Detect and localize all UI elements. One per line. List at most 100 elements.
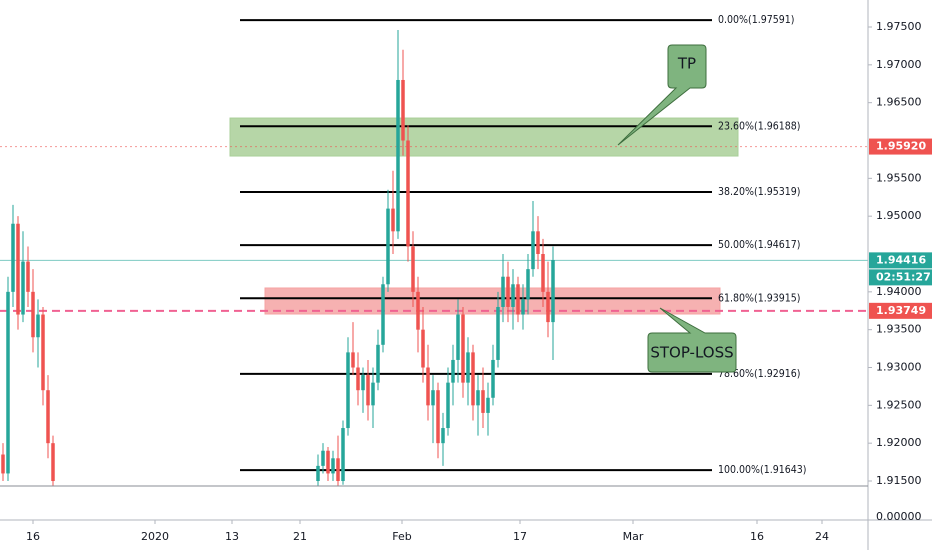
- price-tag-label: 1.93749: [876, 304, 926, 317]
- candle: [396, 30, 400, 239]
- candle: [441, 412, 445, 466]
- candle: [6, 276, 10, 482]
- candle: [381, 276, 385, 353]
- candle-body: [411, 246, 415, 292]
- candle: [31, 269, 35, 353]
- candle: [36, 299, 40, 368]
- candle: [26, 246, 30, 307]
- candle: [376, 329, 380, 391]
- candle-body: [536, 231, 540, 255]
- candle: [366, 359, 370, 421]
- candle-body: [496, 306, 500, 360]
- candle: [371, 367, 375, 429]
- candle: [516, 276, 520, 323]
- candle: [546, 261, 550, 338]
- candle-body: [441, 428, 445, 444]
- candle-body: [1, 454, 5, 474]
- candle-body: [436, 390, 440, 444]
- candle-body: [431, 390, 435, 406]
- candle-body: [51, 443, 55, 482]
- zone: [229, 117, 739, 157]
- fib-label: 0.00%(1.97591): [718, 14, 794, 26]
- candle: [506, 261, 510, 323]
- candle-body: [326, 450, 330, 474]
- candle: [501, 254, 505, 323]
- candle: [401, 49, 405, 156]
- callout-text: TP: [677, 55, 696, 73]
- candle: [351, 322, 355, 376]
- candle-body: [341, 428, 345, 482]
- candle-body: [531, 231, 535, 270]
- x-tick-label: 16: [26, 530, 40, 543]
- candle: [456, 299, 460, 383]
- y-tick-label: 1.91500: [876, 474, 922, 487]
- candle-body: [6, 291, 10, 474]
- candle: [531, 201, 535, 277]
- countdown-box: [869, 269, 932, 286]
- candle: [466, 337, 470, 406]
- candle: [471, 344, 475, 421]
- x-tick-label: 17: [513, 530, 527, 543]
- tp-callout: TP: [617, 44, 707, 146]
- candle-body: [456, 314, 460, 360]
- candle-body: [481, 390, 485, 413]
- candle-body: [381, 284, 385, 345]
- candle-body: [351, 352, 355, 368]
- y-tick-label: 1.95000: [876, 209, 922, 222]
- candle-body: [316, 465, 320, 482]
- candle-body: [36, 314, 40, 338]
- zone: [264, 287, 721, 315]
- candle-body: [11, 223, 15, 292]
- price-tag: [869, 302, 932, 319]
- fib-label: 78.60%(1.92916): [718, 368, 800, 380]
- candle: [316, 454, 320, 486]
- plot-area: [0, 19, 868, 486]
- candle-body: [361, 375, 365, 391]
- candle: [21, 231, 25, 323]
- candle-body: [366, 375, 370, 406]
- candle: [476, 375, 480, 436]
- candle-body: [546, 291, 550, 323]
- candle-body: [21, 261, 25, 315]
- candle-body: [331, 458, 335, 474]
- candle-body: [406, 140, 410, 247]
- candle: [446, 367, 450, 436]
- candle: [41, 306, 45, 406]
- candle: [496, 291, 500, 368]
- candle-body: [461, 314, 465, 383]
- candle: [551, 246, 555, 360]
- candle-body: [16, 223, 20, 315]
- fib-label: 61.80%(1.93915): [718, 292, 800, 304]
- candle-body: [446, 382, 450, 429]
- candle: [426, 344, 430, 421]
- callout-box: [647, 307, 737, 373]
- candle: [361, 367, 365, 413]
- fib-label: 100.00%(1.91643): [718, 464, 806, 476]
- callout-box: [617, 44, 707, 146]
- countdown: 02:51:27: [876, 270, 931, 283]
- candle-body: [356, 367, 360, 391]
- candle-body: [386, 208, 390, 285]
- candle-body: [321, 450, 325, 466]
- candle: [536, 216, 540, 270]
- candle: [51, 435, 55, 486]
- candle-body: [26, 261, 30, 292]
- price-tag: [869, 252, 932, 269]
- candle: [341, 420, 345, 485]
- candle-body: [506, 276, 510, 307]
- y-tick-label: 1.97000: [876, 58, 922, 71]
- candle-body: [516, 284, 520, 315]
- candle-body: [31, 291, 35, 338]
- candle-body: [541, 254, 545, 292]
- candle: [491, 344, 495, 406]
- candle-body: [521, 299, 525, 315]
- candle: [541, 238, 545, 307]
- candle-body: [391, 208, 395, 232]
- candle: [321, 443, 325, 474]
- lower-pane-tick: 0.00000: [876, 510, 922, 523]
- x-tick-label: Mar: [623, 530, 644, 543]
- y-tick-label: 1.92500: [876, 398, 922, 411]
- y-tick-label: 1.96500: [876, 96, 922, 109]
- candle: [391, 170, 395, 255]
